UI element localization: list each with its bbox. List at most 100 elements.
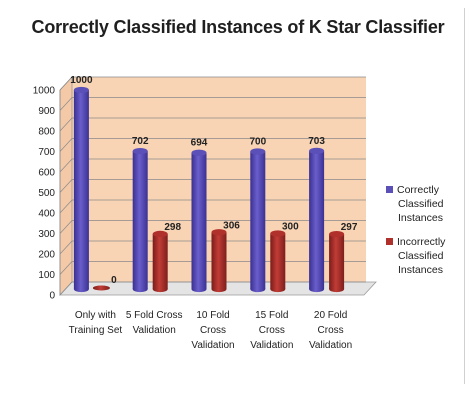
legend-label-line: Incorrectly <box>397 236 446 248</box>
bar-top <box>309 147 325 155</box>
category-label-line: 20 Fold <box>314 310 347 321</box>
bar-top <box>191 149 207 156</box>
legend-swatch <box>386 238 393 245</box>
category-label-line: Training Set <box>69 325 123 336</box>
y-tick-label: 200 <box>38 250 55 261</box>
category-label: 20 Fold Cross Validation <box>309 310 352 351</box>
legend-label-line: Classified <box>398 198 444 210</box>
data-label: 702 <box>132 136 149 147</box>
legend-label-line: Instances <box>398 264 443 276</box>
bar <box>329 230 345 293</box>
bar-bottom <box>329 285 345 293</box>
data-label: 298 <box>164 222 181 233</box>
bar <box>270 230 286 293</box>
bar <box>309 147 325 293</box>
gridline <box>59 220 366 234</box>
legend-label-line: Instances <box>398 212 443 224</box>
legend-label-line: Correctly <box>397 184 440 196</box>
bar-front <box>191 152 207 289</box>
gridline <box>59 158 366 173</box>
y-tick-label: 500 <box>38 188 55 199</box>
bar <box>92 285 110 291</box>
bar-flat <box>92 285 110 291</box>
y-tick-label: 400 <box>38 209 55 220</box>
category-label-line: Validation <box>250 340 293 351</box>
bar-top <box>152 230 168 238</box>
y-axis-ticks: 0 100 200 300 400 500 600 700 800 900 1000 <box>33 86 56 302</box>
bar-bottom <box>73 285 89 293</box>
gridline <box>59 179 366 193</box>
data-labels: 1000 0 702 298 694 306 700 300 703 297 <box>70 75 358 286</box>
bar-bottom <box>132 285 148 293</box>
gridline <box>59 76 366 91</box>
y-tick-label: 300 <box>38 229 55 240</box>
category-label: 5 Fold Cross Validation <box>126 310 183 336</box>
category-label: 15 Fold Cross Validation <box>250 310 293 351</box>
y-tick-label: 100 <box>38 270 55 281</box>
category-label-line: Cross <box>200 325 226 336</box>
legend-swatch <box>386 186 393 193</box>
bar-front <box>309 150 325 289</box>
category-label-line: 15 Fold <box>255 310 288 321</box>
chart-title: Correctly Classified Instances of K Star… <box>31 17 445 37</box>
bar-top <box>329 230 345 238</box>
data-label: 703 <box>308 136 325 147</box>
bar <box>211 229 227 293</box>
y-tick-label: 800 <box>38 127 55 138</box>
y-tick-label: 700 <box>38 147 55 158</box>
bar <box>191 149 207 293</box>
bar-top <box>132 147 148 155</box>
bar-front <box>211 232 227 289</box>
bar-bottom <box>152 285 168 293</box>
y-tick-label: 0 <box>49 291 55 302</box>
data-label: 297 <box>341 222 358 233</box>
bar-bottom <box>309 285 325 293</box>
category-label-line: 5 Fold Cross <box>126 310 183 321</box>
bar-front <box>329 234 345 289</box>
bar <box>152 230 168 293</box>
category-label-line: Only with <box>75 310 116 321</box>
gridline <box>59 281 366 296</box>
category-label: 10 Fold Cross Validation <box>191 310 234 351</box>
gridline <box>59 97 366 111</box>
data-label: 300 <box>282 222 299 233</box>
legend-label: Correctly Classified Instances <box>397 184 444 224</box>
bar <box>73 86 89 293</box>
bar <box>250 148 266 293</box>
category-label-line: Validation <box>309 340 352 351</box>
bar-top <box>270 230 286 237</box>
bar-front <box>73 90 89 289</box>
category-label-line: Validation <box>133 325 176 336</box>
legend-label: Incorrectly Classified Instances <box>397 236 446 276</box>
bar-top <box>250 148 266 155</box>
legend-label-line: Classified <box>398 250 444 262</box>
category-label-line: 10 Fold <box>196 310 229 321</box>
bar-top <box>211 229 227 236</box>
y-tick-label: 1000 <box>33 86 56 97</box>
gridline <box>59 240 366 255</box>
bar-bottom <box>250 285 266 293</box>
data-label: 700 <box>249 137 266 148</box>
bar-front <box>250 151 266 289</box>
bar-front <box>152 233 168 289</box>
bar-front <box>132 151 148 289</box>
gridline <box>59 117 366 132</box>
gridline <box>59 261 366 275</box>
legend: Correctly Classified Instances Incorrectly C… <box>386 184 446 276</box>
gridline <box>59 138 366 152</box>
bar <box>132 147 148 293</box>
data-label: 306 <box>223 220 240 231</box>
bar-bottom <box>270 285 286 293</box>
category-label-line: Cross <box>318 325 344 336</box>
bar-bottom <box>211 285 227 293</box>
y-tick-label: 900 <box>38 106 55 117</box>
category-label: Only with Training Set <box>69 310 123 336</box>
data-label: 0 <box>111 275 117 286</box>
bars <box>73 86 345 293</box>
category-label-line: Cross <box>259 325 285 336</box>
gridlines <box>59 76 366 296</box>
gridline <box>59 199 366 214</box>
bar-top <box>73 86 89 94</box>
